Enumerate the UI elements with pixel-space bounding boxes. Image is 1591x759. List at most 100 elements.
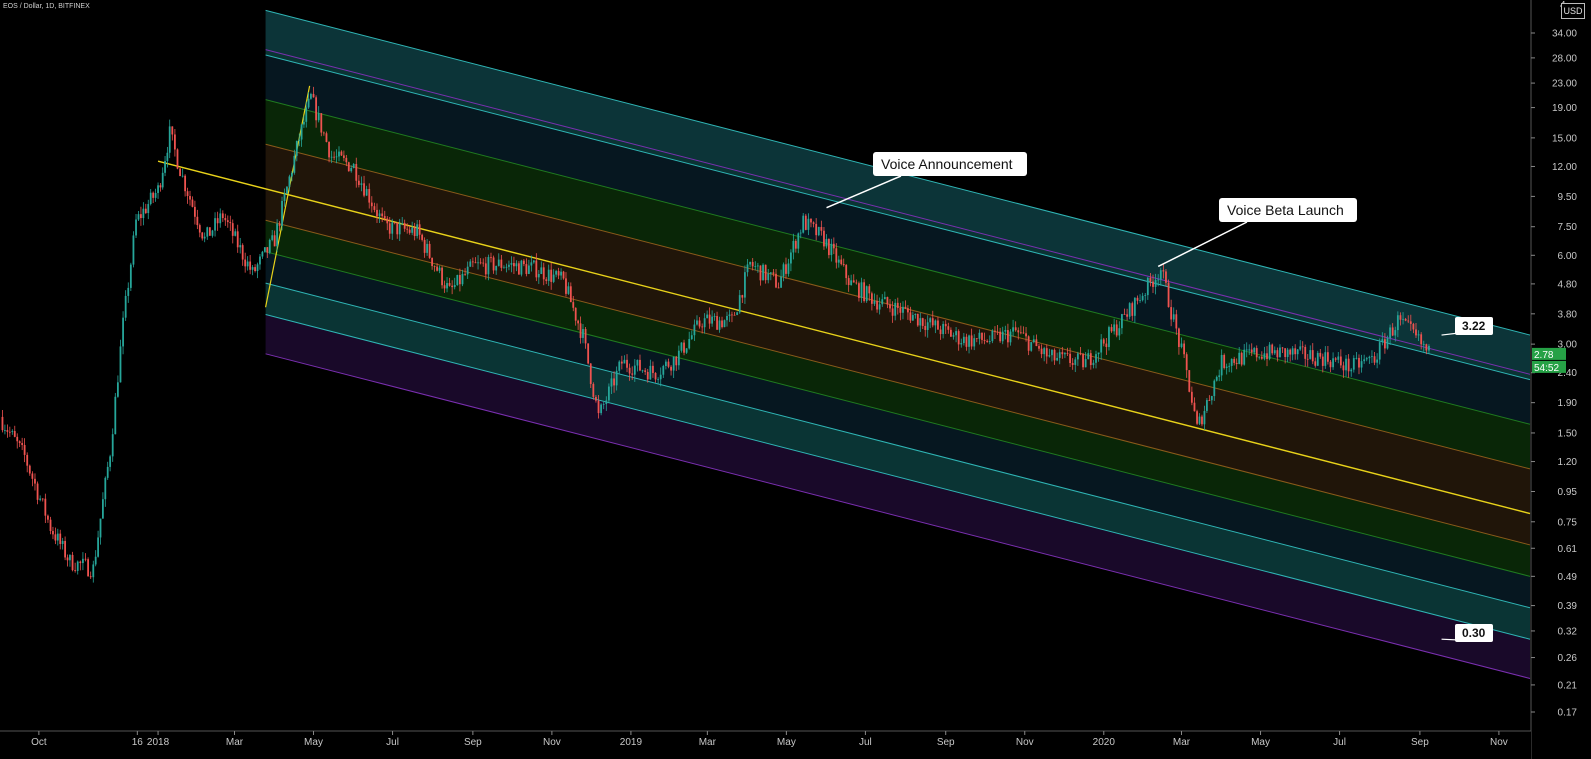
- candle-body: [950, 329, 952, 337]
- candle-body: [1066, 353, 1069, 354]
- candle-body: [960, 343, 963, 345]
- candle-body: [1048, 355, 1051, 357]
- candle-body: [1422, 344, 1425, 346]
- candle-body: [631, 373, 634, 375]
- candle-body: [1061, 352, 1064, 355]
- candle-body: [600, 404, 603, 414]
- candle-body: [815, 223, 818, 236]
- candle-body: [1095, 354, 1097, 363]
- candle-body: [41, 498, 44, 500]
- candle-body: [1342, 365, 1345, 371]
- lower-target-tag-box[interactable]: [1455, 624, 1493, 642]
- price-tick-label: 1.50: [1558, 428, 1578, 439]
- candle-body: [376, 209, 378, 217]
- voice-announcement-callout-pointer: [826, 175, 902, 209]
- candle-body: [31, 473, 34, 479]
- candle-body: [994, 330, 996, 332]
- candle-body: [515, 263, 518, 267]
- candle-body: [1384, 339, 1386, 349]
- voice-beta-launch-callout-box[interactable]: [1219, 198, 1357, 222]
- candle-body: [303, 121, 305, 125]
- current-price-tag: [1532, 347, 1566, 360]
- candle-body: [968, 335, 970, 347]
- price-tick-label: 34.00: [1552, 29, 1577, 40]
- candle-body: [1235, 362, 1238, 365]
- candle-body: [1371, 356, 1373, 358]
- candle-body: [157, 185, 159, 193]
- candle-body: [690, 335, 693, 340]
- candle-body: [962, 336, 965, 344]
- candle-body: [216, 218, 219, 224]
- candle-body: [947, 326, 950, 330]
- candle-body: [1123, 314, 1126, 315]
- candle-body: [226, 220, 229, 223]
- candle-body: [907, 308, 909, 313]
- candle-body: [466, 266, 469, 275]
- price-tick-label: 0.75: [1558, 517, 1578, 528]
- candle-body: [251, 267, 254, 270]
- time-tick-label: Nov: [1490, 737, 1508, 748]
- candle-body: [911, 315, 914, 321]
- band-upper-teal: [265, 10, 1530, 380]
- candle-body: [328, 141, 330, 158]
- candle-body: [59, 533, 62, 544]
- candle-body: [873, 300, 876, 304]
- candle-body: [203, 236, 206, 239]
- candle-body: [144, 208, 147, 214]
- candle-body: [1355, 357, 1358, 359]
- candle-body: [537, 274, 540, 278]
- candle-body: [109, 456, 112, 467]
- candle-body: [1309, 350, 1312, 359]
- candle-body: [1149, 277, 1152, 282]
- candle-body: [1058, 352, 1061, 358]
- voice-announcement-callout-box[interactable]: [873, 152, 1027, 176]
- candle-body: [513, 263, 515, 267]
- candle-body: [271, 235, 274, 240]
- candle-body: [300, 124, 303, 140]
- candle-body: [206, 227, 209, 237]
- candle-body: [333, 156, 335, 158]
- candle-body: [1402, 318, 1404, 320]
- candle-body: [490, 257, 492, 258]
- price-tick-label: 0.95: [1558, 487, 1578, 498]
- pitchfork-channel[interactable]: [157, 9, 1531, 679]
- candle-body: [1279, 347, 1281, 358]
- candle-body: [322, 132, 325, 134]
- candle-body: [147, 204, 150, 214]
- candle-body: [1350, 369, 1353, 372]
- channel-upper-level-line: [265, 54, 1531, 381]
- price-axis-background: [1531, 0, 1591, 759]
- candle-body: [965, 336, 968, 347]
- candle-body: [782, 264, 785, 277]
- candle-body: [1183, 343, 1185, 355]
- candle-body: [736, 312, 739, 315]
- candle-body: [1428, 345, 1430, 351]
- candle-body: [411, 227, 414, 233]
- candle-body: [1128, 303, 1131, 317]
- currency-selector[interactable]: USD: [1561, 3, 1585, 19]
- candle-body: [132, 235, 135, 265]
- candle-body: [94, 556, 97, 565]
- candle-body: [224, 218, 227, 221]
- candle-body: [137, 214, 140, 220]
- candle-body: [944, 323, 947, 327]
- candle-body: [111, 434, 114, 457]
- candle-body: [667, 361, 670, 367]
- candle-body: [355, 163, 358, 181]
- candle-body: [219, 213, 222, 224]
- time-tick-label: Mar: [226, 737, 244, 748]
- time-tick-label: May: [304, 737, 323, 748]
- candle-body: [421, 234, 424, 240]
- candle-body: [1144, 295, 1147, 296]
- candle-body: [4, 430, 6, 431]
- candle-body: [592, 383, 595, 397]
- candle-body: [383, 216, 386, 219]
- time-tick-label: 2018: [147, 737, 170, 748]
- candle-body: [1087, 353, 1090, 360]
- candle-body: [92, 564, 95, 578]
- candle-body: [615, 370, 618, 386]
- upper-target-tag-box[interactable]: [1455, 317, 1493, 335]
- candle-body: [780, 276, 782, 288]
- candle-body: [555, 271, 558, 275]
